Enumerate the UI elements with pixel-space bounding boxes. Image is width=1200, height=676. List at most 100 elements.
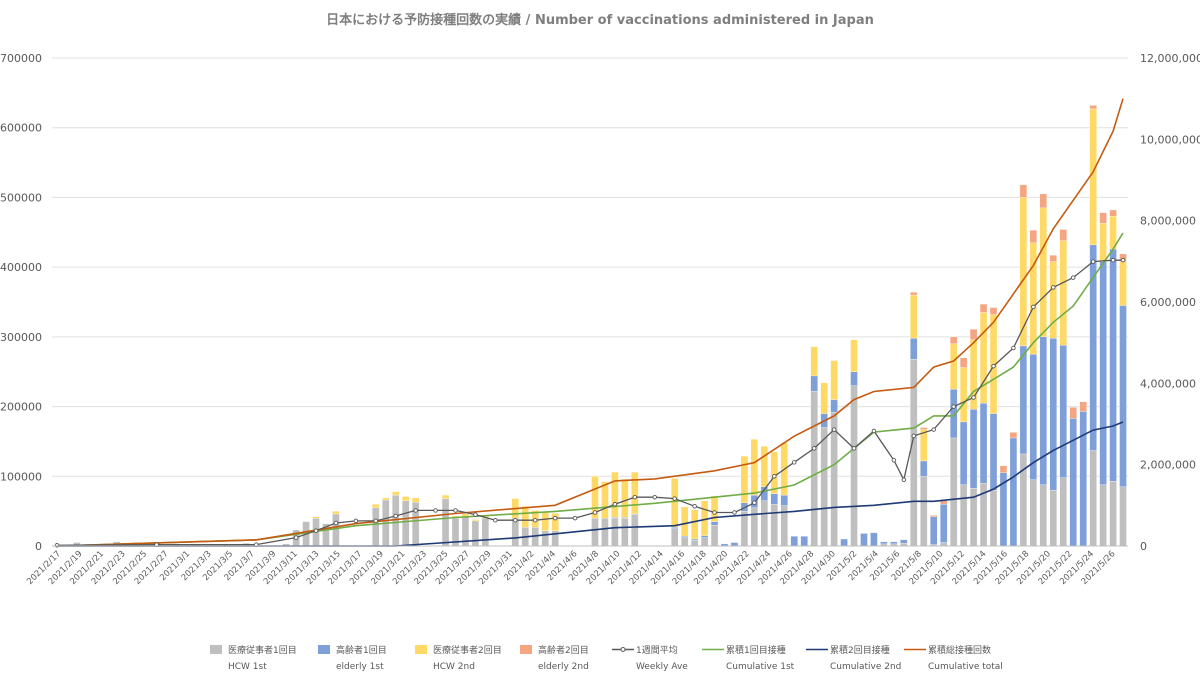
bar-eld1 bbox=[900, 540, 907, 543]
marker-weekly bbox=[354, 519, 358, 523]
bar-hcw1 bbox=[332, 514, 339, 546]
bar-eld1 bbox=[980, 403, 987, 483]
bar-hcw1 bbox=[1120, 487, 1127, 546]
marker-weekly bbox=[533, 518, 537, 522]
bar-eld1 bbox=[791, 536, 798, 546]
bar-hcw2 bbox=[372, 504, 379, 507]
bar-eld1 bbox=[1110, 249, 1117, 481]
bar-hcw1 bbox=[950, 438, 957, 546]
bar-eld2 bbox=[1100, 213, 1107, 223]
bar-hcw1 bbox=[771, 504, 778, 546]
legend-label-en: Weekly Ave bbox=[636, 662, 688, 672]
marker-weekly bbox=[55, 544, 59, 548]
bar-hcw2 bbox=[402, 497, 409, 501]
bar-hcw2 bbox=[631, 472, 638, 514]
bar-hcw1 bbox=[920, 476, 927, 546]
legend-label-en: elderly 1st bbox=[336, 662, 384, 672]
bar-eld1 bbox=[831, 400, 838, 413]
bar-eld1 bbox=[930, 517, 937, 545]
bar-eld1 bbox=[691, 539, 698, 540]
marker-weekly bbox=[832, 428, 836, 432]
bar-hcw1 bbox=[591, 518, 598, 546]
bar-hcw1 bbox=[631, 515, 638, 546]
bar-hcw2 bbox=[392, 492, 399, 495]
bar-hcw2 bbox=[741, 456, 748, 503]
bar-hcw2 bbox=[542, 513, 549, 531]
legend-label-en: HCW 1st bbox=[228, 662, 267, 672]
marker-weekly bbox=[902, 478, 906, 482]
y-right-tick-label: 8,000,000 bbox=[1140, 215, 1196, 228]
bar-hcw1 bbox=[611, 518, 618, 546]
marker-weekly bbox=[474, 513, 478, 517]
bar-hcw1 bbox=[1060, 478, 1067, 546]
bar-eld1 bbox=[870, 533, 877, 546]
bar-eld2 bbox=[920, 427, 927, 429]
bar-hcw2 bbox=[412, 498, 419, 502]
marker-weekly bbox=[394, 514, 398, 518]
bar-eld1 bbox=[1060, 345, 1067, 477]
bar-hcw1 bbox=[402, 501, 409, 546]
bar-hcw1 bbox=[1050, 490, 1057, 546]
marker-weekly bbox=[513, 518, 517, 522]
bar-hcw1 bbox=[741, 511, 748, 546]
vaccination-chart: 日本における予防接種回数の実績 / Number of vaccinations… bbox=[0, 0, 1200, 676]
bar-eld2 bbox=[950, 337, 957, 344]
bar-hcw1 bbox=[671, 529, 678, 546]
y-left-tick-label: 300000 bbox=[0, 331, 42, 344]
bar-eld1 bbox=[781, 495, 788, 505]
marker-weekly bbox=[952, 405, 956, 409]
bar-hcw2 bbox=[621, 479, 628, 517]
marker-weekly bbox=[673, 497, 677, 501]
marker-weekly bbox=[892, 458, 896, 462]
marker-weekly bbox=[334, 521, 338, 525]
legend-label-en: elderly 2nd bbox=[538, 662, 589, 672]
marker-weekly bbox=[972, 396, 976, 400]
legend-label-en: HCW 2nd bbox=[433, 662, 475, 672]
marker-weekly bbox=[852, 447, 856, 451]
marker-weekly bbox=[872, 429, 876, 433]
bar-hcw2 bbox=[1090, 109, 1097, 245]
legend-swatch-eld1 bbox=[318, 645, 330, 654]
bar-eld2 bbox=[1020, 185, 1027, 198]
bar-hcw2 bbox=[1040, 208, 1047, 337]
bar-eld1 bbox=[990, 414, 997, 491]
bar-eld2 bbox=[1110, 210, 1117, 216]
legend-marker-weekly bbox=[621, 648, 625, 652]
bar-hcw2 bbox=[920, 430, 927, 461]
bar-eld1 bbox=[1050, 338, 1057, 490]
bar-eld2 bbox=[970, 329, 977, 339]
bar-hcw2 bbox=[681, 507, 688, 536]
bar-eld1 bbox=[960, 422, 967, 485]
legend-label-jp: 累積2回目接種 bbox=[830, 644, 890, 656]
bar-hcw2 bbox=[1060, 241, 1067, 346]
legend-label-jp: 医療従事者2回目 bbox=[433, 644, 502, 656]
marker-weekly bbox=[773, 474, 777, 478]
bar-eld1 bbox=[711, 522, 718, 525]
y-right-tick-label: 2,000,000 bbox=[1140, 459, 1196, 472]
bar-eld1 bbox=[1020, 346, 1027, 454]
marker-weekly bbox=[912, 434, 916, 438]
bar-eld2 bbox=[930, 515, 937, 516]
bar-hcw2 bbox=[771, 452, 778, 494]
bar-hcw2 bbox=[980, 312, 987, 403]
bar-hcw1 bbox=[691, 540, 698, 546]
bar-eld1 bbox=[970, 409, 977, 488]
bar-eld1 bbox=[940, 504, 947, 542]
bar-hcw1 bbox=[1090, 450, 1097, 546]
bar-eld1 bbox=[701, 536, 708, 538]
bar-series bbox=[53, 105, 1126, 546]
bar-eld1 bbox=[910, 338, 917, 359]
bar-hcw1 bbox=[1040, 485, 1047, 546]
legend-label-jp: 1週間平均 bbox=[636, 644, 678, 656]
marker-weekly bbox=[1111, 258, 1115, 262]
marker-weekly bbox=[314, 529, 318, 533]
marker-weekly bbox=[454, 509, 458, 513]
marker-weekly bbox=[1032, 305, 1036, 309]
bar-hcw2 bbox=[332, 511, 339, 514]
bar-hcw1 bbox=[960, 485, 967, 546]
bar-eld1 bbox=[1010, 438, 1017, 546]
bar-eld1 bbox=[880, 542, 887, 544]
bar-hcw1 bbox=[621, 518, 628, 546]
marker-weekly bbox=[1121, 258, 1125, 262]
bar-hcw1 bbox=[940, 543, 947, 546]
